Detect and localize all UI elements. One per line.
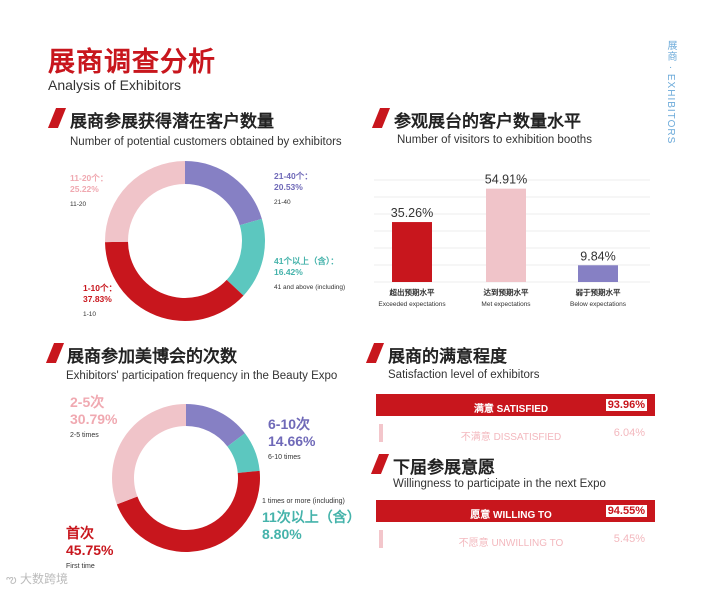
page-subtitle: Analysis of Exhibitors (48, 77, 182, 93)
section-title-willingness: 下届参展意愿 (393, 458, 495, 477)
label-11-20-cn: 11-20个： (70, 173, 109, 183)
label-11-times-above: 1 times or more (including) 11次以上（含） 8.8… (262, 498, 361, 543)
bar-category-en-label-0: Exceeded expectations (378, 301, 446, 308)
bar-1 (486, 188, 526, 282)
label-41-above-value: 16.42% (274, 267, 303, 277)
label-6-10-en: 6-10 times (268, 454, 301, 461)
label-1-10-value: 37.83% (83, 294, 112, 304)
label-6-10-value: 14.66% (268, 433, 316, 449)
bar-unwilling-value: 5.45% (611, 533, 647, 545)
section-subtitle-potential-customers: Number of potential customers obtained b… (70, 136, 342, 148)
frequency-slice-3 (112, 404, 186, 505)
frequency-slice-0 (186, 404, 245, 447)
label-11-20-en: 11-20 (70, 201, 87, 208)
label-11-above-en: 1 times or more (including) (262, 498, 345, 505)
section-marker (365, 343, 385, 363)
side-tag: 展商 · EXHIBITORS (665, 40, 676, 145)
potential-customers-slice-3 (105, 161, 185, 243)
label-11-above-value: 8.80% (262, 526, 302, 542)
label-11-above-cn: 11次以上（含） (262, 509, 361, 525)
label-6-10-cn: 6-10次 (268, 416, 311, 432)
section-marker (47, 108, 67, 128)
section-title-frequency: 展商参加美博会的次数 (67, 347, 237, 366)
bar-value-label-2: 9.84% (580, 249, 615, 263)
bar-value-label-0: 35.26% (391, 206, 433, 220)
section-subtitle-satisfaction: Satisfaction level of exhibitors (388, 369, 540, 381)
bar-satisfied-value: 93.96% (605, 399, 647, 411)
label-first-value: 45.75% (66, 542, 114, 558)
label-first-time: 首次 45.75% First time (66, 525, 113, 570)
bar-unwilling-label: 不愿意 UNWILLING TO (458, 538, 564, 549)
label-6-10-times: 6-10次 14.66% 6-10 times (268, 416, 315, 461)
section-subtitle-frequency: Exhibitors' participation frequency in t… (66, 370, 338, 382)
bar-category-label-2: 弱于预期水平 (576, 287, 621, 297)
section-marker (371, 108, 391, 128)
bar-category-label-0: 超出预期水平 (389, 287, 435, 297)
potential-customers-slice-1 (226, 218, 265, 296)
donut-chart-potential-customers (105, 161, 265, 322)
bar-unwilling: 不愿意 UNWILLING TO 5.45% (376, 528, 655, 550)
label-1-10-cn: 1-10个： (83, 283, 118, 293)
bar-chart-visitors: 35.26% 超出预期水平 Exceeded expectations 54.91% 达… (374, 173, 650, 308)
label-first-en: First time (66, 563, 95, 570)
label-2-5-value: 30.79% (70, 411, 118, 427)
frequency-slice-2 (116, 470, 260, 552)
bar-category-en-label-1: Met expectations (481, 301, 531, 308)
section-subtitle-visitors: Number of visitors to exhibition booths (397, 134, 592, 146)
bar-satisfied: 满意 SATISFIED 93.96% (376, 394, 655, 416)
label-21-40-value: 20.53% (274, 182, 303, 192)
bar-dissatisfied-fill (379, 424, 383, 442)
bar-2 (578, 265, 618, 282)
label-41-above-en: 41 and above (including) (274, 284, 346, 291)
bar-unwilling-fill (379, 530, 383, 548)
section-subtitle-willingness: Willingness to participate in the next E… (393, 478, 606, 490)
label-11-20: 11-20个： 25.22% 11-20 (70, 173, 108, 208)
watermark-logo-icon: ఌ (6, 572, 17, 586)
label-21-40-en: 21-40 (274, 199, 291, 206)
donut-chart-frequency (112, 404, 260, 552)
label-11-20-value: 25.22% (70, 184, 99, 194)
bar-category-label-1: 达到预期水平 (484, 287, 529, 297)
bar-category-en-label-2: Below expectations (570, 301, 627, 308)
label-1-10: 1-10个： 37.83% 1-10 (83, 283, 117, 318)
label-21-40-cn: 21-40个： (274, 171, 313, 181)
bar-value-label-1: 54.91% (485, 173, 527, 187)
label-1-10-en: 1-10 (83, 311, 97, 318)
label-2-5-cn: 2-5次 (70, 394, 105, 410)
bar-willing-value: 94.55% (605, 505, 647, 517)
frequency-slice-1 (227, 433, 260, 473)
bar-0 (392, 222, 432, 282)
bar-dissatisfied-label: 不满意 DISSATISFIED (460, 432, 562, 443)
bar-satisfied-label: 满意 SATISFIED (473, 404, 549, 415)
potential-customers-slice-2 (105, 241, 244, 322)
section-title-satisfaction: 展商的满意程度 (388, 347, 507, 366)
label-41-above-cn: 41个以上（含）： (274, 256, 339, 266)
section-title-potential-customers: 展商参展获得潜在客户数量 (70, 112, 274, 131)
label-2-5-en: 2-5 times (70, 432, 99, 439)
section-marker (45, 343, 65, 363)
watermark-text: 大数跨境 (19, 572, 68, 586)
section-marker (370, 454, 390, 474)
bar-willing: 愿意 WILLING TO 94.55% (376, 500, 655, 522)
page-title: 展商调查分析 (48, 47, 216, 77)
watermark: ఌ 大数跨境 (6, 570, 68, 589)
potential-customers-slice-0 (185, 161, 262, 226)
bar-dissatisfied-value: 6.04% (611, 427, 647, 439)
label-2-5-times: 2-5次 30.79% 2-5 times (70, 394, 117, 439)
label-21-40: 21-40个： 20.53% 21-40 (274, 171, 313, 206)
label-first-cn: 首次 (66, 525, 94, 541)
bar-dissatisfied: 不满意 DISSATISFIED 6.04% (376, 422, 655, 444)
section-title-visitors: 参观展台的客户数量水平 (394, 112, 581, 131)
label-41-above: 41个以上（含）： 16.42% 41 and above (including… (274, 256, 345, 291)
bar-willing-label: 愿意 WILLING TO (470, 510, 552, 521)
